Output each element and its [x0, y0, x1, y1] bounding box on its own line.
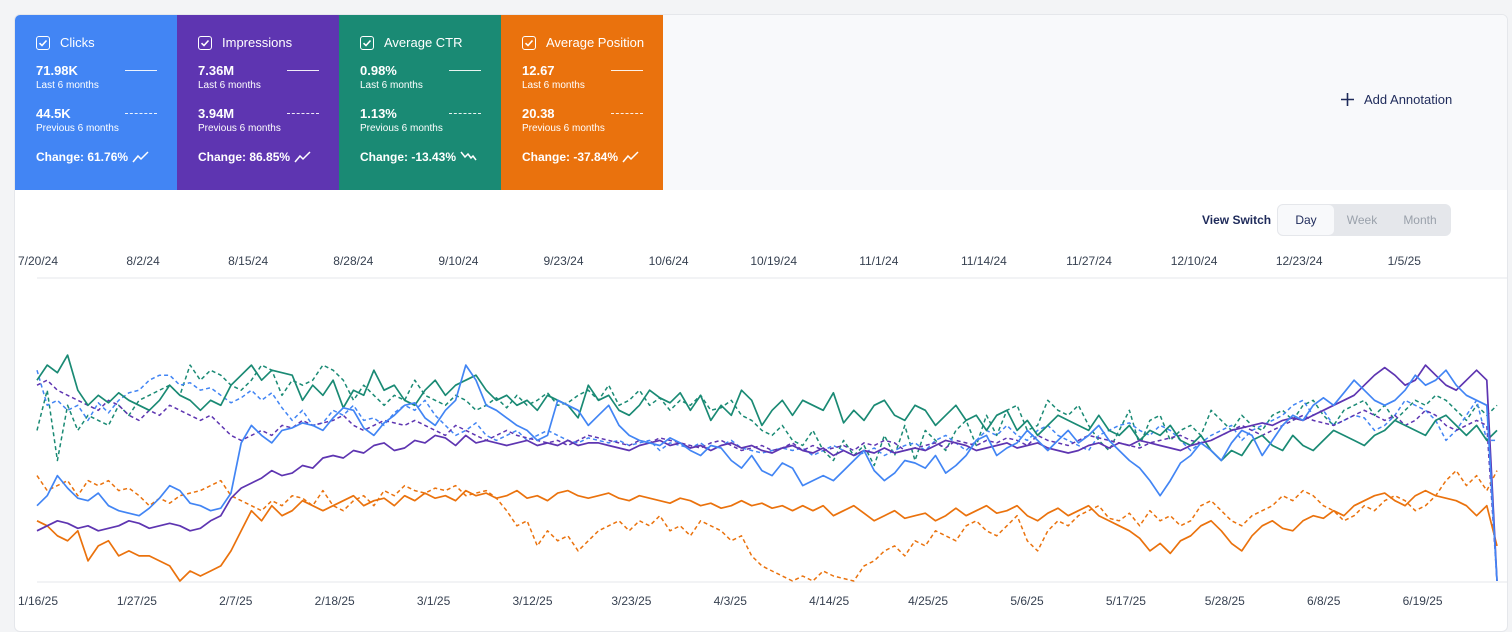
metric-previous-period: Previous 6 months	[198, 123, 281, 134]
plus-icon	[1341, 93, 1354, 106]
x-bottom-tick-label: 4/14/25	[809, 594, 849, 608]
metric-current-period: Last 6 months	[36, 80, 99, 91]
legend-dashed-line	[611, 113, 643, 114]
series-line-clicks-previous	[36, 369, 1497, 457]
metric-label: Average CTR	[384, 35, 463, 50]
series-line-clicks-current	[36, 364, 1498, 582]
metric-label: Clicks	[60, 35, 95, 50]
metric-previous-period: Previous 6 months	[36, 123, 119, 134]
checkbox-position[interactable]	[522, 35, 536, 50]
metric-current-value: 0.98%	[360, 63, 397, 78]
metric-change: Change: 61.76%	[36, 150, 129, 164]
x-top-tick-label: 12/10/24	[1171, 254, 1218, 268]
trend-down-icon	[460, 151, 477, 161]
add-annotation-button[interactable]: Add Annotation	[1340, 92, 1452, 107]
x-top-tick-label: 9/23/24	[543, 254, 583, 268]
metric-previous-period: Previous 6 months	[522, 123, 605, 134]
metric-previous-value: 3.94M	[198, 106, 235, 121]
metric-current-period: Last 6 months	[198, 80, 261, 91]
metric-current-value: 71.98K	[36, 63, 78, 78]
metric-previous-period: Previous 6 months	[360, 123, 443, 134]
line-chart: 7/20/24 8/2/24 8/15/24 8/28/24 9/10/24 9/23/2…	[18, 254, 1507, 608]
x-bottom-tick-label: 3/1/25	[417, 594, 451, 608]
x-bottom-tick-label: 5/17/25	[1106, 594, 1146, 608]
metrics-bar: Clicks 71.98K Last 6 months 44.5K Previous 6…	[15, 15, 1507, 190]
check-icon	[362, 39, 372, 47]
metric-previous-value: 20.38	[522, 106, 555, 121]
metric-previous-value: 44.5K	[36, 106, 71, 121]
x-bottom-tick-label: 4/3/25	[714, 594, 748, 608]
metric-card-position[interactable]: Average Position 12.67 Last 6 months 20.38 P…	[501, 15, 663, 190]
view-switch[interactable]: Day Week Month	[1277, 204, 1451, 236]
metric-current-value: 12.67	[522, 63, 555, 78]
legend-dashed-line	[287, 113, 319, 114]
view-switch-month[interactable]: Month	[1403, 213, 1437, 227]
x-top-tick-label: 8/2/24	[126, 254, 160, 268]
series-line-average-position-previous	[36, 469, 1498, 582]
series-line-impressions-current	[36, 364, 1498, 582]
check-icon	[200, 39, 210, 47]
metric-current-period: Last 6 months	[360, 80, 423, 91]
x-bottom-tick-label: 6/8/25	[1307, 594, 1341, 608]
x-top-tick-label: 10/6/24	[649, 254, 689, 268]
checkbox-impressions[interactable]	[198, 35, 212, 50]
x-bottom-tick-label: 1/16/25	[18, 594, 58, 608]
x-top-tick-label: 8/15/24	[228, 254, 268, 268]
legend-solid-line	[125, 70, 157, 71]
x-top-tick-label: 9/10/24	[438, 254, 478, 268]
metric-label: Impressions	[222, 35, 293, 50]
trend-up-icon	[294, 151, 311, 163]
metric-current-value: 7.36M	[198, 63, 235, 78]
trend-up-icon	[622, 151, 639, 163]
x-top-tick-label: 12/23/24	[1276, 254, 1323, 268]
metric-card-impressions[interactable]: Impressions 7.36M Last 6 months 3.94M Previo…	[177, 15, 339, 190]
checkbox-clicks[interactable]	[36, 35, 50, 50]
x-top-tick-label: 7/20/24	[18, 254, 58, 268]
series-line-average-ctr-previous	[36, 364, 1498, 467]
legend-dashed-line	[449, 113, 481, 114]
add-annotation-label: Add Annotation	[1364, 92, 1453, 107]
metric-current-period: Last 6 months	[522, 80, 585, 91]
metric-change: Change: -13.43%	[360, 150, 457, 164]
metric-card-ctr[interactable]: Average CTR 0.98% Last 6 months 1.13% Previo…	[339, 15, 501, 190]
series-line-average-position-current	[36, 489, 1498, 582]
x-top-tick-label: 8/28/24	[333, 254, 373, 268]
metric-card-clicks[interactable]: Clicks 71.98K Last 6 months 44.5K Previous 6…	[15, 15, 177, 190]
analytics-panel: Clicks 71.98K Last 6 months 44.5K Previous 6…	[14, 14, 1508, 632]
x-bottom-tick-label: 3/12/25	[512, 594, 552, 608]
metric-label: Average Position	[546, 35, 645, 50]
legend-solid-line	[287, 70, 319, 71]
legend-dashed-line	[125, 113, 157, 114]
metric-change: Change: -37.84%	[522, 150, 619, 164]
metric-change: Change: 86.85%	[198, 150, 291, 164]
x-top-tick-label: 1/5/25	[1388, 254, 1422, 268]
x-bottom-tick-label: 3/23/25	[611, 594, 651, 608]
view-switch-week[interactable]: Week	[1346, 213, 1378, 227]
trend-up-icon	[132, 151, 149, 163]
series-line-impressions-previous	[36, 379, 1498, 582]
x-top-tick-label: 10/19/24	[750, 254, 797, 268]
legend-solid-line	[611, 70, 643, 71]
checkbox-ctr[interactable]	[360, 35, 374, 50]
metric-previous-value: 1.13%	[360, 106, 397, 121]
x-bottom-tick-label: 4/25/25	[908, 594, 948, 608]
check-icon	[38, 39, 48, 47]
x-bottom-tick-label: 2/18/25	[315, 594, 355, 608]
view-switch-day[interactable]: Day	[1278, 205, 1334, 235]
x-bottom-tick-label: 1/27/25	[117, 594, 157, 608]
x-top-tick-label: 11/14/24	[961, 254, 1007, 268]
x-bottom-tick-label: 5/6/25	[1010, 594, 1044, 608]
x-bottom-tick-label: 2/7/25	[219, 594, 253, 608]
x-top-tick-label: 11/1/24	[859, 254, 898, 268]
check-icon	[524, 39, 534, 47]
x-bottom-tick-label: 5/28/25	[1205, 594, 1245, 608]
series-line-average-ctr-current	[36, 354, 1498, 462]
x-top-tick-label: 11/27/24	[1066, 254, 1112, 268]
legend-solid-line	[449, 70, 481, 71]
x-bottom-tick-label: 6/19/25	[1403, 594, 1443, 608]
view-switch-label: View Switch	[1202, 213, 1272, 227]
